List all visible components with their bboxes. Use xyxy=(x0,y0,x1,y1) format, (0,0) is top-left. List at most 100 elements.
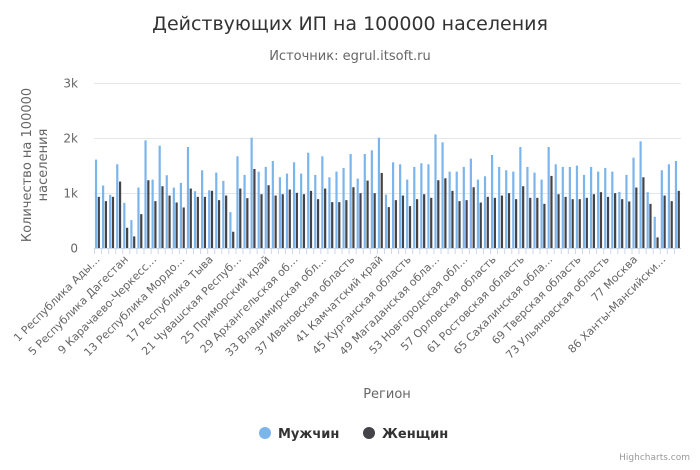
bar-men-55[interactable] xyxy=(476,179,480,248)
bar-men-13[interactable] xyxy=(179,182,183,248)
bar-men-46[interactable] xyxy=(413,166,416,248)
bar-men-65[interactable] xyxy=(547,147,550,248)
bar-women-29[interactable] xyxy=(295,192,298,248)
bar-men-47[interactable] xyxy=(420,163,423,248)
legend-item-women[interactable]: Женщин xyxy=(363,427,448,442)
bar-men-80[interactable] xyxy=(653,216,656,248)
bar-men-34[interactable] xyxy=(328,177,331,248)
bar-men-1[interactable] xyxy=(94,159,98,248)
bar-women-80[interactable] xyxy=(656,237,659,248)
bar-men-42[interactable] xyxy=(384,194,388,248)
bar-men-78[interactable] xyxy=(639,141,642,248)
bar-women-78[interactable] xyxy=(642,177,645,248)
bar-men-26[interactable] xyxy=(271,160,274,248)
bar-men-39[interactable] xyxy=(363,154,366,248)
bar-men-50[interactable] xyxy=(441,142,444,248)
bar-men-63[interactable] xyxy=(533,172,536,248)
bar-women-66[interactable] xyxy=(557,194,560,248)
bar-men-27[interactable] xyxy=(278,177,282,248)
bar-men-23[interactable] xyxy=(250,137,253,248)
bar-men-68[interactable] xyxy=(568,166,571,248)
bar-women-53[interactable] xyxy=(465,200,468,248)
bar-women-36[interactable] xyxy=(345,200,348,248)
bar-men-69[interactable] xyxy=(575,165,579,248)
bar-men-75[interactable] xyxy=(618,191,621,248)
bar-men-9[interactable] xyxy=(151,179,154,248)
bar-women-61[interactable] xyxy=(522,186,525,248)
bar-men-58[interactable] xyxy=(498,166,501,248)
bar-men-52[interactable] xyxy=(455,171,458,248)
bar-women-82[interactable] xyxy=(670,201,673,248)
bar-women-72[interactable] xyxy=(599,192,603,248)
bar-women-62[interactable] xyxy=(529,197,532,248)
bar-men-56[interactable] xyxy=(483,176,487,248)
bar-women-14[interactable] xyxy=(189,188,192,248)
bar-men-70[interactable] xyxy=(582,174,586,248)
bar-men-73[interactable] xyxy=(604,167,607,248)
bar-women-6[interactable] xyxy=(133,236,136,248)
bar-men-30[interactable] xyxy=(300,173,303,248)
bar-women-75[interactable] xyxy=(621,199,624,248)
bar-men-81[interactable] xyxy=(660,170,663,248)
bar-women-8[interactable] xyxy=(147,180,150,248)
bar-women-57[interactable] xyxy=(493,197,496,248)
bar-men-77[interactable] xyxy=(632,157,635,248)
bar-men-6[interactable] xyxy=(130,220,133,248)
bar-men-59[interactable] xyxy=(505,170,508,248)
bar-men-72[interactable] xyxy=(597,171,600,248)
bar-women-34[interactable] xyxy=(331,202,334,248)
bar-men-83[interactable] xyxy=(674,160,678,248)
bar-men-3[interactable] xyxy=(109,194,112,248)
bar-women-76[interactable] xyxy=(628,201,631,248)
bar-women-46[interactable] xyxy=(415,199,419,248)
bar-women-54[interactable] xyxy=(472,187,475,248)
bar-men-14[interactable] xyxy=(186,147,190,248)
bar-women-17[interactable] xyxy=(210,190,214,248)
bar-men-31[interactable] xyxy=(307,152,310,248)
bar-women-3[interactable] xyxy=(111,196,115,248)
bar-women-45[interactable] xyxy=(408,206,412,248)
bar-women-44[interactable] xyxy=(401,195,405,248)
bar-men-15[interactable] xyxy=(193,191,197,248)
bar-women-63[interactable] xyxy=(536,197,539,248)
bar-women-38[interactable] xyxy=(359,193,362,248)
bar-women-70[interactable] xyxy=(585,197,588,248)
bar-women-60[interactable] xyxy=(515,199,518,248)
bar-women-32[interactable] xyxy=(316,199,320,248)
bar-women-49[interactable] xyxy=(437,180,440,248)
bar-women-1[interactable] xyxy=(97,196,100,248)
bar-men-76[interactable] xyxy=(625,174,628,248)
legend-item-men[interactable]: Мужчин xyxy=(259,427,339,442)
bar-men-44[interactable] xyxy=(399,164,402,248)
bar-men-53[interactable] xyxy=(462,166,465,248)
bar-men-16[interactable] xyxy=(201,170,204,248)
bar-men-4[interactable] xyxy=(116,164,119,248)
bar-men-37[interactable] xyxy=(349,154,352,248)
bar-women-9[interactable] xyxy=(154,201,157,248)
bar-women-20[interactable] xyxy=(232,231,235,248)
bar-men-28[interactable] xyxy=(285,173,289,248)
bar-men-22[interactable] xyxy=(243,174,246,248)
bar-women-71[interactable] xyxy=(592,194,595,248)
bar-women-42[interactable] xyxy=(387,207,390,248)
bar-women-50[interactable] xyxy=(444,178,447,248)
bar-men-67[interactable] xyxy=(561,166,564,248)
bar-men-7[interactable] xyxy=(137,187,140,248)
bar-women-33[interactable] xyxy=(324,188,327,248)
bar-women-81[interactable] xyxy=(663,195,666,248)
bar-men-74[interactable] xyxy=(611,171,614,248)
bar-women-30[interactable] xyxy=(302,194,306,248)
bar-women-52[interactable] xyxy=(458,201,461,248)
bar-women-5[interactable] xyxy=(126,227,129,248)
bar-men-36[interactable] xyxy=(342,167,345,248)
bar-men-21[interactable] xyxy=(236,156,239,248)
bar-women-28[interactable] xyxy=(288,189,291,248)
bar-men-57[interactable] xyxy=(490,154,494,248)
bar-women-43[interactable] xyxy=(394,200,397,248)
bar-women-73[interactable] xyxy=(606,196,610,248)
bar-women-48[interactable] xyxy=(430,197,433,248)
bar-women-19[interactable] xyxy=(225,195,228,248)
bar-men-2[interactable] xyxy=(102,185,105,248)
bar-women-23[interactable] xyxy=(253,168,256,248)
bar-men-45[interactable] xyxy=(406,179,409,248)
